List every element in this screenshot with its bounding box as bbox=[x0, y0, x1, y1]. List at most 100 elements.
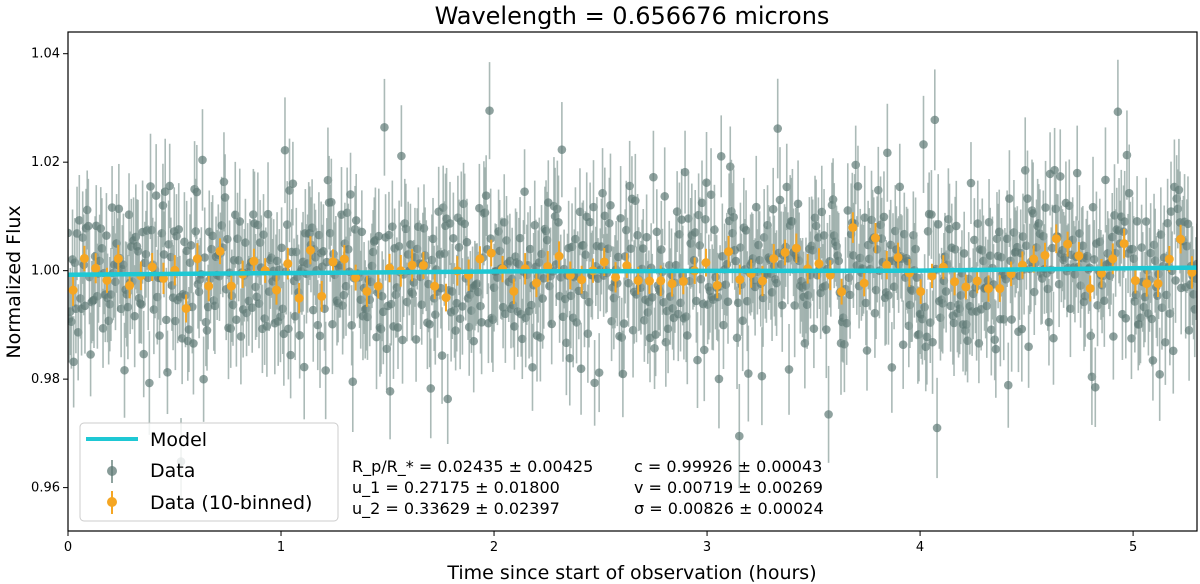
data-point bbox=[351, 173, 361, 267]
data-point bbox=[382, 307, 391, 390]
data-marker bbox=[755, 255, 764, 265]
data-point bbox=[706, 148, 716, 242]
binned-marker bbox=[1029, 254, 1039, 264]
data-marker bbox=[898, 340, 908, 349]
data-point bbox=[374, 188, 384, 284]
data-marker bbox=[701, 215, 710, 224]
binned-marker bbox=[486, 248, 496, 258]
data-point bbox=[228, 263, 238, 346]
data-marker bbox=[75, 215, 84, 225]
data-point bbox=[75, 175, 84, 266]
binned-point bbox=[712, 272, 722, 299]
binned-marker bbox=[1051, 234, 1061, 244]
data-marker bbox=[80, 301, 90, 311]
data-marker bbox=[319, 247, 328, 256]
data-point bbox=[528, 323, 537, 411]
data-marker bbox=[163, 368, 172, 377]
data-point bbox=[398, 296, 407, 384]
data-point bbox=[944, 168, 953, 271]
binned-marker bbox=[1130, 276, 1140, 286]
data-marker bbox=[600, 211, 610, 221]
legend-box bbox=[79, 422, 339, 522]
data-point bbox=[285, 138, 294, 243]
chart-title: Wavelength = 0.656676 microns bbox=[435, 2, 830, 30]
data-marker bbox=[680, 167, 690, 177]
binned-marker bbox=[983, 284, 993, 294]
binned-point bbox=[79, 245, 89, 272]
binned-marker bbox=[328, 257, 338, 267]
data-marker bbox=[642, 232, 651, 242]
binned-marker bbox=[1040, 250, 1050, 260]
data-marker bbox=[485, 106, 494, 115]
data-point bbox=[426, 338, 436, 439]
x-axis-label: Time since start of observation (hours) bbox=[446, 562, 816, 584]
data-marker bbox=[1022, 241, 1031, 251]
data-marker bbox=[1050, 165, 1059, 175]
binned-marker bbox=[102, 275, 112, 285]
param-u2: u_2 = 0.33629 ± 0.02397 bbox=[352, 499, 560, 519]
data-point bbox=[1168, 307, 1178, 394]
binned-marker bbox=[294, 293, 304, 303]
data-point bbox=[693, 312, 702, 409]
data-marker bbox=[1048, 243, 1057, 253]
data-marker bbox=[315, 331, 325, 341]
data-marker bbox=[1168, 346, 1178, 356]
data-marker bbox=[1072, 168, 1082, 178]
binned-point bbox=[294, 282, 304, 314]
data-point bbox=[959, 211, 969, 296]
binned-point bbox=[870, 222, 880, 254]
data-marker bbox=[650, 344, 659, 353]
data-point bbox=[773, 78, 783, 179]
binned-point bbox=[339, 244, 349, 274]
data-marker bbox=[1049, 333, 1058, 343]
data-point bbox=[1127, 297, 1136, 380]
data-marker bbox=[757, 371, 767, 381]
data-marker bbox=[736, 243, 745, 252]
data-point bbox=[249, 168, 258, 261]
data-marker bbox=[251, 282, 260, 292]
binned-marker bbox=[633, 276, 643, 286]
data-marker bbox=[372, 332, 381, 342]
binned-point bbox=[543, 251, 553, 282]
data-marker bbox=[938, 299, 948, 308]
binned-marker bbox=[701, 258, 711, 268]
legend-data-label: Data bbox=[150, 460, 195, 482]
data-marker bbox=[594, 368, 604, 377]
data-point bbox=[102, 193, 111, 279]
data-marker bbox=[777, 300, 787, 310]
binned-marker bbox=[531, 278, 541, 288]
data-marker bbox=[1127, 334, 1136, 343]
data-marker bbox=[734, 431, 744, 441]
data-marker bbox=[871, 285, 881, 295]
binned-point bbox=[724, 235, 734, 268]
binned-point bbox=[893, 242, 903, 273]
data-point bbox=[469, 289, 479, 393]
param-rp: R_p/R_* = 0.02435 ± 0.00425 bbox=[352, 457, 593, 477]
data-point bbox=[525, 206, 535, 293]
binned-marker bbox=[249, 256, 259, 266]
binned-point bbox=[1153, 270, 1163, 298]
data-marker bbox=[862, 346, 872, 355]
data-point bbox=[699, 298, 709, 402]
data-marker bbox=[822, 325, 831, 334]
data-point bbox=[1155, 327, 1165, 421]
data-point bbox=[1137, 204, 1146, 291]
binned-marker bbox=[757, 276, 767, 286]
data-marker bbox=[933, 219, 943, 229]
binned-marker bbox=[543, 261, 553, 271]
data-marker bbox=[565, 353, 575, 363]
data-marker bbox=[576, 364, 586, 374]
binned-marker bbox=[882, 260, 892, 270]
data-marker bbox=[451, 326, 460, 335]
binned-marker bbox=[373, 281, 383, 291]
data-marker bbox=[1055, 172, 1065, 181]
binned-point bbox=[362, 275, 372, 307]
data-point bbox=[151, 144, 161, 248]
data-marker bbox=[295, 331, 304, 340]
data-marker bbox=[966, 178, 976, 188]
y-tick-label: 1.00 bbox=[31, 264, 60, 279]
data-marker bbox=[930, 115, 940, 125]
data-point bbox=[251, 234, 260, 340]
data-marker bbox=[162, 315, 171, 325]
data-point bbox=[870, 268, 880, 358]
